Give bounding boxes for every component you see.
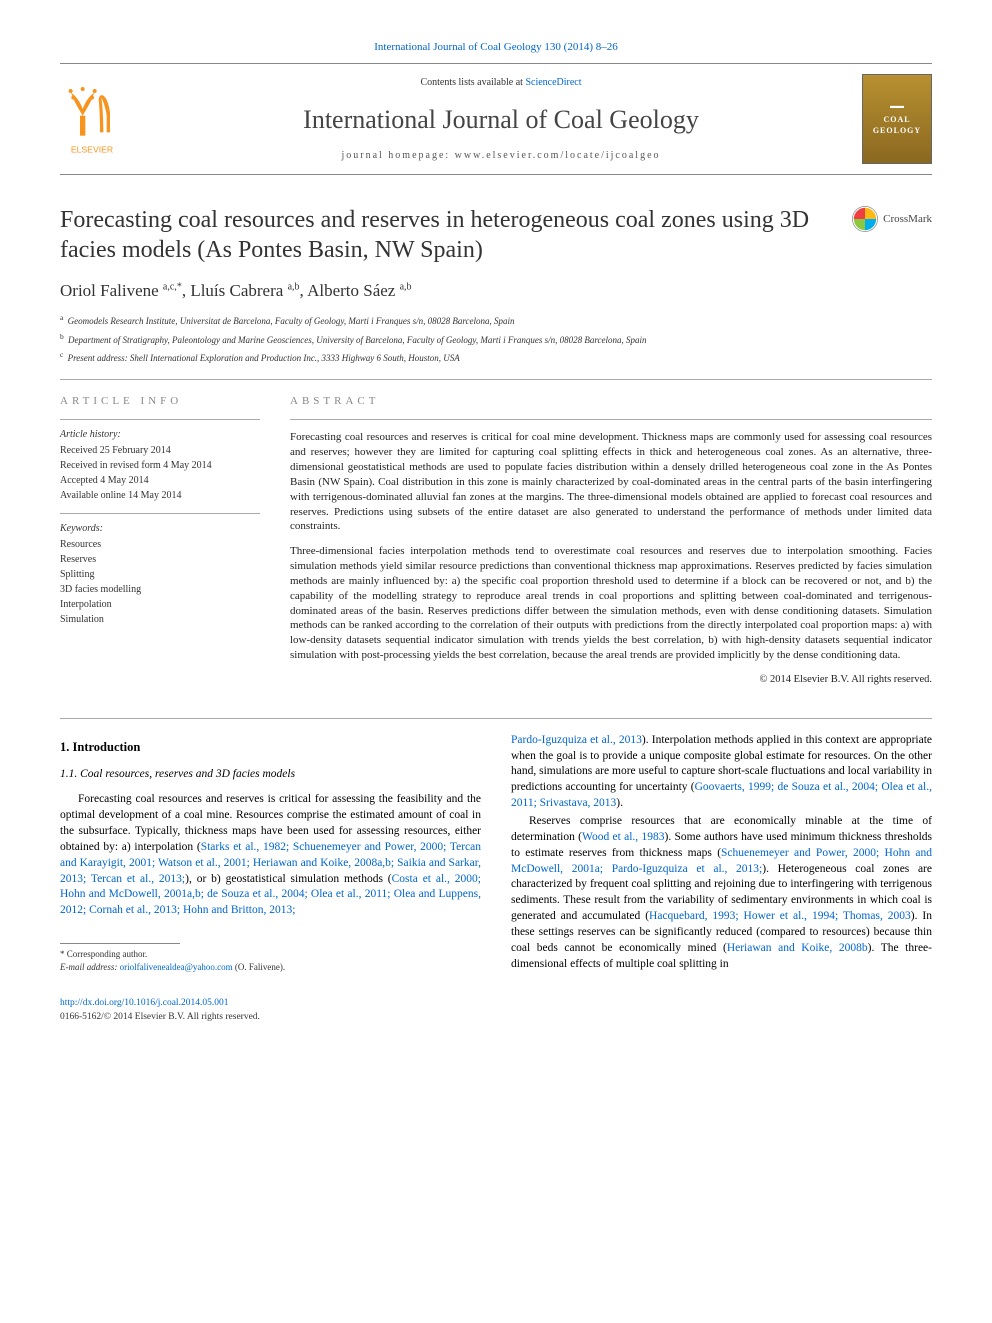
body-columns: 1. Introduction 1.1. Coal resources, res…: [60, 733, 932, 1024]
article-info-heading: article info: [60, 394, 260, 409]
abstract-rule: [290, 419, 932, 420]
subsection-1-1-heading: 1.1. Coal resources, reserves and 3D fac…: [60, 766, 481, 782]
para-text-1b: ), or b) geostatistical simulation metho…: [185, 873, 392, 885]
article-info-column: article info Article history: Received 2…: [60, 394, 260, 688]
history-line: Available online 14 May 2014: [60, 489, 260, 503]
subsection-title: Coal resources, reserves and 3D facies m…: [80, 768, 295, 780]
keyword-lines: ResourcesReservesSplitting3D facies mode…: [60, 538, 260, 627]
crossmark-label: CrossMark: [883, 212, 932, 227]
doi-block: http://dx.doi.org/10.1016/j.coal.2014.05…: [60, 997, 481, 1024]
cover-word-2: GEOLOGY: [873, 125, 921, 136]
abstract-column: abstract Forecasting coal resources and …: [290, 394, 932, 688]
footnote-separator: [60, 943, 180, 944]
history-lines: Received 25 February 2014Received in rev…: [60, 444, 260, 503]
contents-lists-line: Contents lists available at ScienceDirec…: [140, 76, 862, 90]
citation-link-8[interactable]: Heriawan and Koike, 2008b: [727, 942, 868, 954]
body-column-right: Pardo-Iguzquiza et al., 2013). Interpola…: [511, 733, 932, 1024]
email-link[interactable]: oriolfalivenealdea@yahoo.com: [120, 962, 233, 972]
keyword-line: Splitting: [60, 568, 260, 582]
journal-reference: International Journal of Coal Geology 13…: [60, 40, 932, 55]
header-center: Contents lists available at ScienceDirec…: [140, 76, 862, 162]
affiliations-block: a Geomodels Research Institute, Universi…: [60, 313, 932, 365]
article-title: Forecasting coal resources and reserves …: [60, 205, 851, 265]
section-title: Introduction: [73, 740, 141, 754]
keywords-label: Keywords:: [60, 522, 260, 536]
journal-homepage: journal homepage: www.elsevier.com/locat…: [140, 149, 862, 163]
abstract-para-2: Three-dimensional facies interpolation m…: [290, 544, 932, 663]
elsevier-text: ELSEVIER: [71, 145, 113, 155]
keyword-line: Reserves: [60, 553, 260, 567]
subsection-number: 1.1.: [60, 768, 77, 780]
affiliation-line: b Department of Stratigraphy, Paleontolo…: [60, 332, 932, 347]
para-text-2b: ).: [616, 797, 623, 809]
body-para-3: Reserves comprise resources that are eco…: [511, 814, 932, 973]
homepage-url[interactable]: www.elsevier.com/locate/ijcoalgeo: [455, 150, 661, 161]
elsevier-logo: ELSEVIER: [60, 79, 140, 159]
history-line: Received 25 February 2014: [60, 444, 260, 458]
journal-title: International Journal of Coal Geology: [140, 102, 862, 138]
body-column-left: 1. Introduction 1.1. Coal resources, res…: [60, 733, 481, 1024]
keyword-line: Simulation: [60, 613, 260, 627]
info-rule-2: [60, 513, 260, 514]
sciencedirect-link[interactable]: ScienceDirect: [525, 77, 581, 88]
homepage-label: journal homepage:: [341, 150, 454, 161]
divider-top: [60, 379, 932, 380]
history-label: Article history:: [60, 428, 260, 442]
body-para-1: Forecasting coal resources and reserves …: [60, 792, 481, 919]
abstract-para-1: Forecasting coal resources and reserves …: [290, 430, 932, 534]
email-footnote: E-mail address: oriolfalivenealdea@yahoo…: [60, 961, 481, 974]
affiliation-line: c Present address: Shell International E…: [60, 350, 932, 365]
citation-link-3[interactable]: Pardo-Iguzquiza et al., 2013: [511, 734, 642, 746]
citation-link-7[interactable]: Hacquebard, 1993; Hower et al., 1994; Th…: [649, 910, 911, 922]
page-container: International Journal of Coal Geology 13…: [0, 0, 992, 1064]
keyword-line: 3D facies modelling: [60, 583, 260, 597]
author-2: , Lluís Cabrera: [182, 281, 288, 300]
crossmark-icon: [851, 205, 879, 233]
email-suffix: (O. Falivene).: [233, 962, 285, 972]
journal-header-bar: ELSEVIER Contents lists available at Sci…: [60, 63, 932, 175]
divider-bottom: [60, 718, 932, 719]
crossmark-badge[interactable]: CrossMark: [851, 205, 932, 233]
author-1-aff: a,c,: [163, 282, 177, 293]
history-line: Accepted 4 May 2014: [60, 474, 260, 488]
author-2-aff: a,b: [288, 282, 300, 293]
author-1: Oriol Falivene: [60, 281, 163, 300]
citation-link-5[interactable]: Wood et al., 1983: [582, 831, 664, 843]
affiliation-line: a Geomodels Research Institute, Universi…: [60, 313, 932, 328]
info-abstract-row: article info Article history: Received 2…: [60, 394, 932, 688]
info-rule-1: [60, 419, 260, 420]
author-3: , Alberto Sáez: [300, 281, 400, 300]
authors-line: Oriol Falivene a,c,*, Lluís Cabrera a,b,…: [60, 279, 932, 303]
keyword-line: Resources: [60, 538, 260, 552]
abstract-heading: abstract: [290, 394, 932, 409]
contents-prefix: Contents lists available at: [420, 77, 525, 88]
section-1-heading: 1. Introduction: [60, 739, 481, 757]
copyright-line: © 2014 Elsevier B.V. All rights reserved…: [290, 673, 932, 688]
corresponding-author-note: * Corresponding author.: [60, 948, 481, 961]
doi-link[interactable]: http://dx.doi.org/10.1016/j.coal.2014.05…: [60, 998, 228, 1008]
email-label: E-mail address:: [60, 962, 120, 972]
section-number: 1.: [60, 740, 69, 754]
title-row: Forecasting coal resources and reserves …: [60, 205, 932, 265]
cover-word-1: COAL: [883, 114, 910, 125]
history-line: Received in revised form 4 May 2014: [60, 459, 260, 473]
issn-copyright: 0166-5162/© 2014 Elsevier B.V. All right…: [60, 1012, 260, 1022]
keyword-line: Interpolation: [60, 598, 260, 612]
journal-cover-thumbnail: ▬▬ COAL GEOLOGY: [862, 74, 932, 164]
body-para-2: Pardo-Iguzquiza et al., 2013). Interpola…: [511, 733, 932, 812]
author-3-aff: a,b: [400, 282, 412, 293]
